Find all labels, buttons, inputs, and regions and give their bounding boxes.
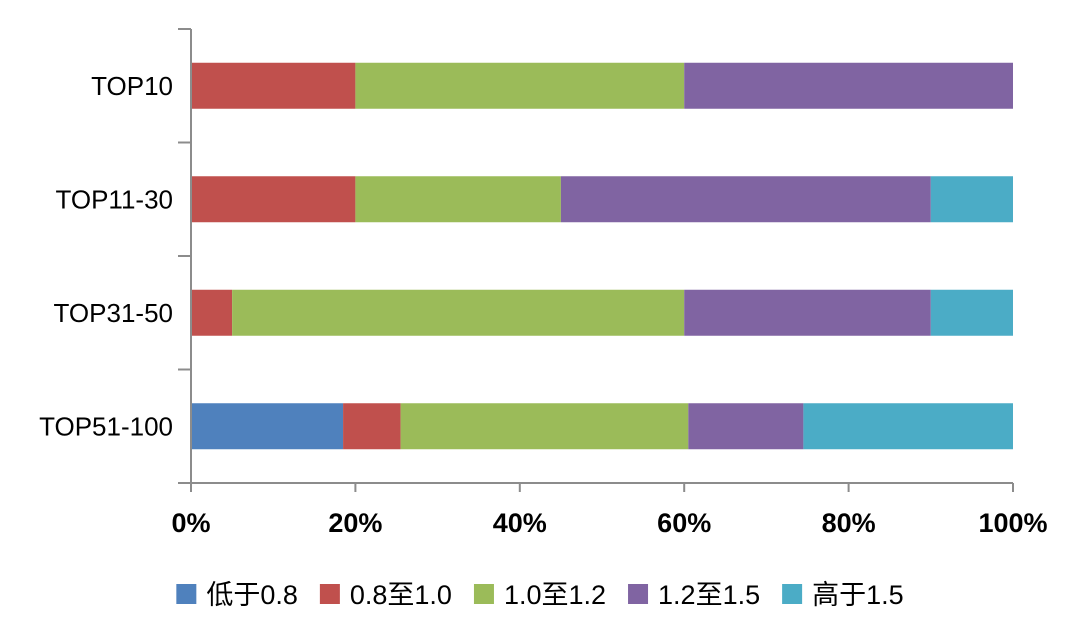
bar-segment-top51-100-series-4 (803, 403, 1013, 450)
legend-label-2: 1.0至1.2 (504, 580, 606, 610)
bar-segment-top11-30-series-2 (355, 176, 561, 223)
bar-segment-top10-series-1 (191, 62, 356, 109)
bar-segment-top11-30-series-3 (560, 176, 931, 223)
x-tick-label-1: 20% (328, 508, 382, 538)
x-tick-label-0: 0% (171, 508, 210, 538)
category-label-top10: TOP10 (91, 71, 173, 101)
bar-segment-top11-30-series-4 (930, 176, 1013, 223)
category-labels-layer: TOP10 TOP11-30 TOP31-50 TOP51-100 (39, 71, 173, 442)
bar-segment-top10-series-3 (684, 62, 1013, 109)
bar-segment-top31-50-series-1 (191, 289, 233, 336)
axes-layer (178, 28, 1014, 492)
x-tick-label-4: 80% (822, 508, 876, 538)
legend-swatch-2 (473, 584, 494, 604)
legend-label-3: 1.2至1.5 (658, 580, 760, 610)
x-tick-label-5: 100% (978, 508, 1047, 538)
category-label-top51-100: TOP51-100 (39, 411, 173, 441)
x-tick-label-2: 40% (493, 508, 547, 538)
bar-segment-top11-30-series-1 (191, 176, 356, 223)
legend-swatch-3 (628, 584, 649, 604)
legend-swatch-1 (319, 584, 340, 604)
bars-layer (191, 62, 1013, 450)
bar-segment-top31-50-series-4 (930, 289, 1013, 336)
legend-label-0: 低于0.8 (206, 580, 298, 610)
legend-label-4: 高于1.5 (812, 580, 904, 610)
bar-segment-top31-50-series-3 (684, 289, 931, 336)
category-label-top11-30: TOP11-30 (55, 184, 173, 214)
legend: 低于0.8 0.8至1.0 1.0至1.2 1.2至1.5 高于1.5 (176, 580, 904, 610)
legend-swatch-0 (176, 584, 197, 604)
bar-segment-top51-100-series-3 (688, 403, 804, 450)
bar-segment-top31-50-series-2 (232, 289, 685, 336)
x-tick-label-3: 60% (657, 508, 711, 538)
bar-segment-top10-series-2 (355, 62, 685, 109)
bar-segment-top51-100-series-1 (343, 403, 401, 450)
category-label-top31-50: TOP31-50 (54, 298, 173, 328)
x-tick-labels-layer: 0% 20% 40% 60% 80% 100% (171, 508, 1047, 538)
bar-segment-top51-100-series-0 (191, 403, 344, 450)
bar-segment-top51-100-series-2 (400, 403, 689, 450)
legend-label-1: 0.8至1.0 (350, 580, 452, 610)
legend-swatch-4 (782, 584, 803, 604)
